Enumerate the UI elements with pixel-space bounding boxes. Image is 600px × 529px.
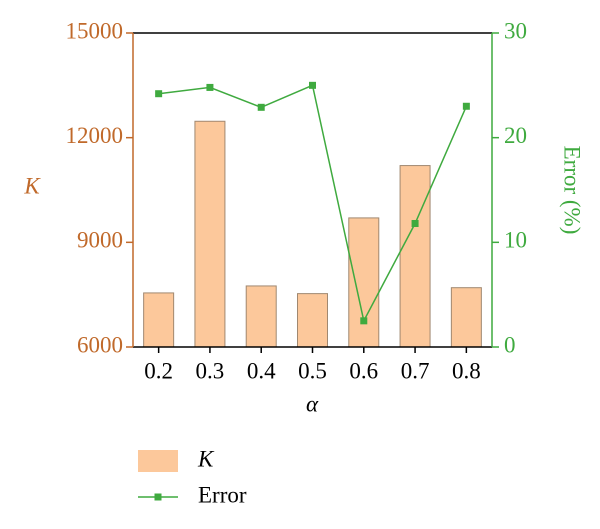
- x-tick-label: 0.7: [401, 358, 430, 383]
- legend-label: K: [197, 446, 215, 471]
- bar: [297, 293, 328, 348]
- x-tick-label: 0.4: [247, 358, 276, 383]
- x-tick-label: 0.2: [144, 358, 173, 383]
- bar: [143, 292, 175, 348]
- bar: [194, 120, 226, 348]
- legend-swatch: [138, 450, 178, 472]
- y-tick-label: 6000: [77, 332, 123, 357]
- marker: [257, 103, 265, 111]
- x-tick-label: 0.3: [196, 358, 225, 383]
- y2-tick-label: 30: [504, 18, 527, 43]
- bar: [348, 217, 380, 348]
- y-axis-title: K: [23, 173, 41, 198]
- y2-tick-label: 10: [504, 228, 527, 253]
- bar: [450, 287, 482, 348]
- y-tick-label: 12000: [66, 123, 124, 148]
- x-axis-title: α: [306, 391, 319, 416]
- marker: [206, 83, 214, 91]
- marker: [462, 102, 470, 110]
- marker: [155, 90, 163, 98]
- y2-axis-title: Error (%): [560, 146, 585, 235]
- x-tick-label: 0.6: [349, 358, 378, 383]
- marker: [309, 81, 316, 89]
- marker: [411, 219, 419, 227]
- bar: [245, 285, 277, 348]
- x-tick-label: 0.8: [452, 358, 481, 383]
- y-tick-label: 9000: [77, 228, 123, 253]
- y-tick-label: 15000: [66, 18, 124, 43]
- y2-tick-label: 20: [504, 123, 527, 148]
- legend-label: Error: [198, 482, 247, 507]
- bar: [399, 165, 431, 348]
- legend-marker: [154, 493, 162, 501]
- marker: [360, 317, 368, 325]
- y2-tick-label: 0: [504, 332, 516, 357]
- x-tick-label: 0.5: [298, 358, 327, 383]
